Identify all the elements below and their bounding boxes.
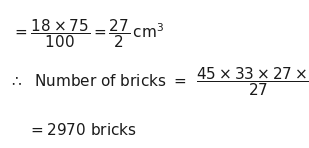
Text: $= 2970$ bricks: $= 2970$ bricks [28, 122, 137, 138]
Text: $\dfrac{45\times33\times27\times2}{27}$: $\dfrac{45\times33\times27\times2}{27}$ [196, 65, 309, 98]
Text: $\therefore$  Number of bricks $=$: $\therefore$ Number of bricks $=$ [9, 73, 187, 89]
Text: $= \dfrac{18\times75}{100} = \dfrac{27}{2}\,\mathrm{cm}^{3}$: $= \dfrac{18\times75}{100} = \dfrac{27}{… [12, 18, 164, 50]
